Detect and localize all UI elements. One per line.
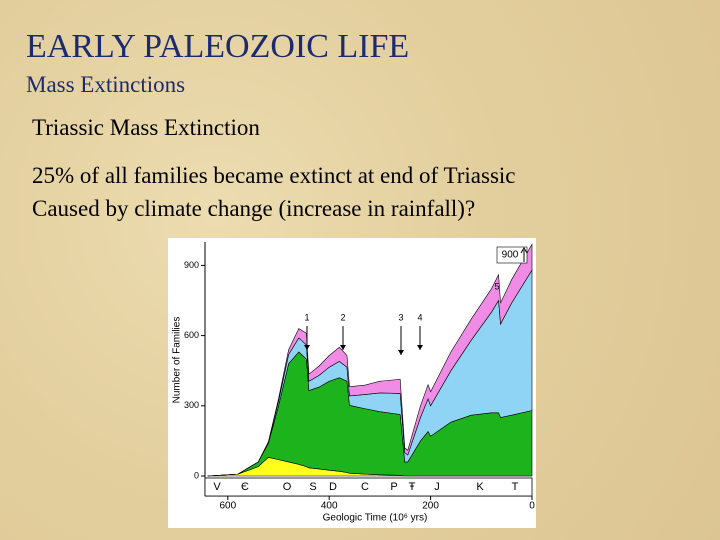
extinction-label: 2 [340,312,345,322]
x-tick-label: 0 [529,501,535,512]
period-label: D [329,481,337,493]
y-tick-label: 0 [194,470,199,480]
annotation: 900 [502,250,519,261]
period-label: O [283,481,292,493]
extinction-label: 3 [398,312,403,322]
slide-subtitle: Mass Extinctions [26,72,186,97]
arrow-head [417,345,423,350]
arrow-head [340,345,346,350]
extinction-label: 1 [304,312,309,322]
extinction-label: 4 [417,312,422,322]
y-tick-label: 600 [184,330,199,340]
y-tick-label: 300 [184,400,199,410]
period-label: Ŧ [409,481,416,493]
text-line: Caused by climate change (increase in ra… [32,196,476,221]
y-tick-label: 900 [184,260,199,270]
arrow-head [398,350,404,355]
x-axis-label: Geologic Time (10⁶ yrs) [323,513,428,524]
period-label: J [434,481,440,493]
period-label: C [361,481,369,493]
period-label: Є [241,481,249,493]
heading: Triassic Mass Extinction [32,115,260,140]
period-label: T [512,481,519,493]
period-label: V [213,481,221,493]
y-axis-label: Number of Families [172,317,183,404]
arrow-head [520,247,528,262]
period-label: S [309,481,316,493]
arrow-head [304,345,310,350]
text-line: 25% of all families became extinct at en… [32,163,516,188]
period-bar [204,477,533,497]
extinction-label: 5 [494,281,499,291]
x-tick-label: 600 [219,501,236,512]
x-tick-label: 200 [422,501,439,512]
slide-title: EARLY PALEOZOIC LIFE [26,28,410,65]
area [207,243,533,477]
annotation-box [496,246,528,264]
x-tick-label: 400 [321,501,338,512]
period-label: K [476,481,484,493]
period-label: P [390,481,397,493]
